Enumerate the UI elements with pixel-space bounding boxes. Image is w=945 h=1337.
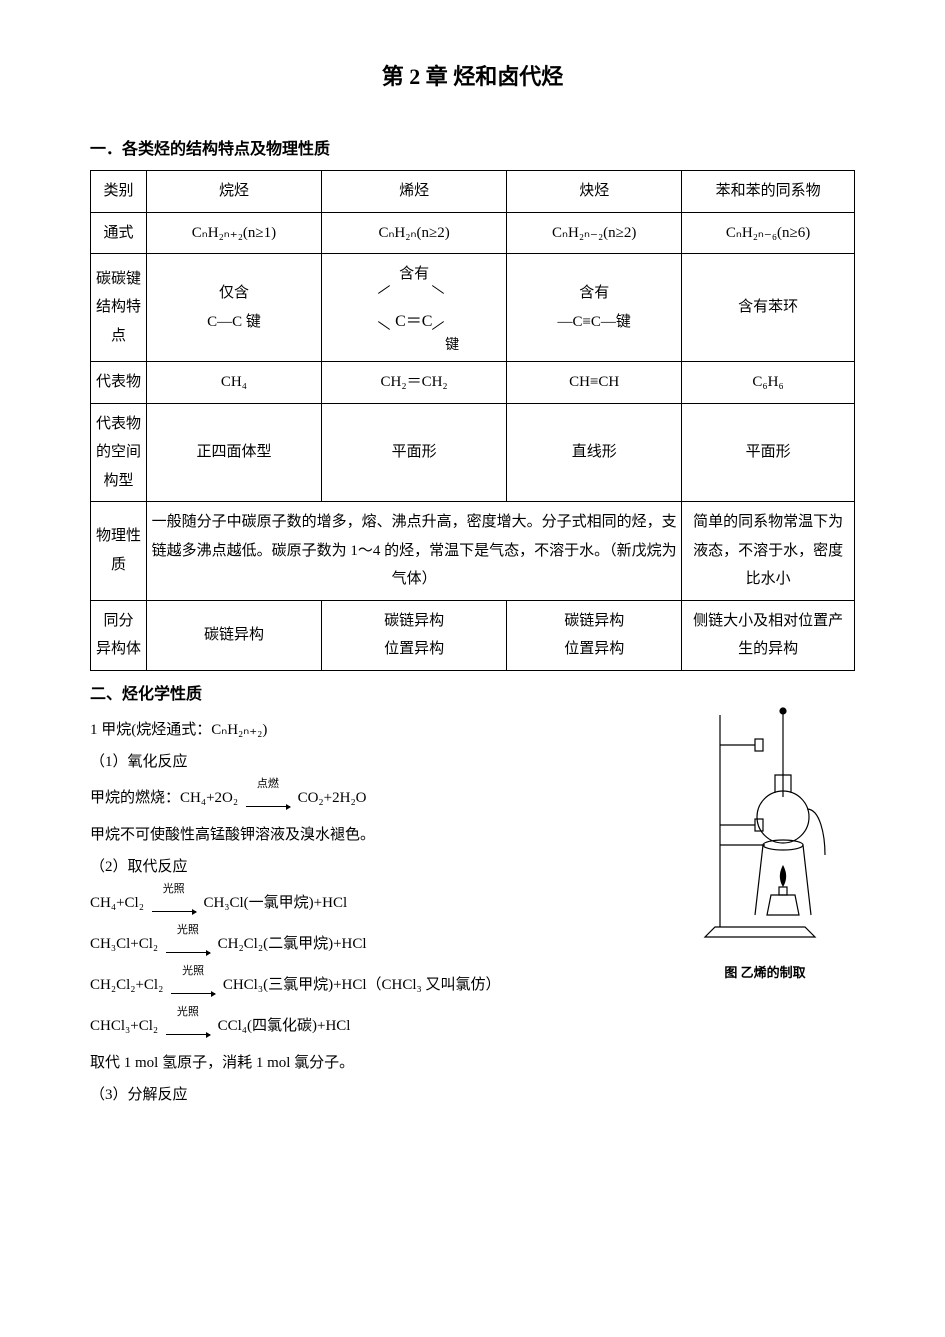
text: 含有 <box>326 260 502 289</box>
th-category: 类别 <box>91 171 147 213</box>
cell-isomer-alkane: 碳链异构 <box>147 600 322 670</box>
arrow-condition: 光照 <box>166 925 210 936</box>
cell-phys-arene: 简单的同系物常温下为液态，不溶于水，密度比水小 <box>682 502 855 601</box>
arrow-condition: 点燃 <box>246 779 290 790</box>
row-phys-label: 物理性质 <box>91 502 147 601</box>
text: C＝C <box>395 307 432 337</box>
text: 碳链异构 <box>384 613 444 629</box>
cell-isomer-alkyne: 碳链异构 位置异构 <box>507 600 682 670</box>
text: 位置异构 <box>564 641 624 657</box>
arrow-condition: 光照 <box>166 1007 210 1018</box>
table-row: 通式 CₙH₂ₙ₊₂(n≥1) CₙH₂ₙ(n≥2) CₙH₂ₙ₋₂(n≥2) … <box>91 212 855 254</box>
table-row: 类别 烷烃 烯烃 炔烃 苯和苯的同系物 <box>91 171 855 213</box>
row-bond-label: 碳碳键结构特点 <box>91 254 147 362</box>
cell-bond-alkene: 含有 C＝C 键 <box>321 254 506 362</box>
cell-isomer-arene: 侧链大小及相对位置产生的异构 <box>682 600 855 670</box>
arrow-condition: 光照 <box>152 884 196 895</box>
ethylene-apparatus-figure: 图 乙烯的制取 <box>675 705 855 986</box>
reaction-arrow: 光照 <box>166 1007 210 1046</box>
cell-bond-alkyne: 含有 —C≡C—键 <box>507 254 682 362</box>
cell-rep-alkane: CH₄ <box>147 362 322 404</box>
text: 键 <box>445 333 459 360</box>
text: CCl₄(四氯化碳)+HCl <box>218 1017 351 1033</box>
cell-rep-arene: C₆H₆ <box>682 362 855 404</box>
text: C—C 键 <box>207 314 261 330</box>
cell-general-arene: CₙH₂ₙ₋₆(n≥6) <box>682 212 855 254</box>
table-row: 同分 异构体 碳链异构 碳链异构 位置异构 碳链异构 位置异构 侧链大小及相对位… <box>91 600 855 670</box>
text: 仅含 <box>219 285 249 301</box>
double-bond-diagram: C＝C 键 <box>369 289 459 345</box>
text: 同分 <box>104 613 134 629</box>
text: CHCl₃+Cl₂ <box>90 1017 158 1033</box>
text: CH₃Cl(一氯甲烷)+HCl <box>203 894 347 910</box>
text: 甲烷的燃烧：CH₄+2O₂ <box>90 789 238 805</box>
text: 碳链异构 <box>564 613 624 629</box>
row-general-label: 通式 <box>91 212 147 254</box>
cell-geom-arene: 平面形 <box>682 403 855 502</box>
text-line: 取代 1 mol 氢原子，消耗 1 mol 氯分子。 <box>90 1048 855 1078</box>
hydrocarbon-table: 类别 烷烃 烯烃 炔烃 苯和苯的同系物 通式 CₙH₂ₙ₊₂(n≥1) CₙH₂… <box>90 170 855 671</box>
text: 位置异构 <box>384 641 444 657</box>
reaction-arrow: 光照 <box>171 966 215 1005</box>
text: 含有 <box>579 285 609 301</box>
cell-general-alkene: CₙH₂ₙ(n≥2) <box>321 212 506 254</box>
text: CO₂+2H₂O <box>298 789 367 805</box>
th-alkene: 烯烃 <box>321 171 506 213</box>
th-alkyne: 炔烃 <box>507 171 682 213</box>
equation-sub4: CHCl₃+Cl₂ 光照 CCl₄(四氯化碳)+HCl <box>90 1007 855 1046</box>
table-row: 物理性质 一般随分子中碳原子数的增多，熔、沸点升高，密度增大。分子式相同的烃，支… <box>91 502 855 601</box>
cell-general-alkane: CₙH₂ₙ₊₂(n≥1) <box>147 212 322 254</box>
reaction-arrow: 光照 <box>166 925 210 964</box>
cell-phys-main: 一般随分子中碳原子数的增多，熔、沸点升高，密度增大。分子式相同的烃，支链越多沸点… <box>147 502 682 601</box>
cell-general-alkyne: CₙH₂ₙ₋₂(n≥2) <box>507 212 682 254</box>
table-row: 碳碳键结构特点 仅含 C—C 键 含有 C＝C 键 含有 —C≡C—键 含有苯环 <box>91 254 855 362</box>
apparatus-icon <box>685 705 845 945</box>
text: CH₄+Cl₂ <box>90 894 144 910</box>
cell-geom-alkene: 平面形 <box>321 403 506 502</box>
text: 异构体 <box>96 641 141 657</box>
section-1-heading: 一．各类烃的结构特点及物理性质 <box>90 138 855 162</box>
figure-caption: 图 乙烯的制取 <box>675 960 855 986</box>
text: CHCl₃(三氯甲烷)+HCl（CHCl₃ 又叫氯仿） <box>223 976 501 992</box>
text-line: （3）分解反应 <box>90 1080 855 1110</box>
cell-geom-alkane: 正四面体型 <box>147 403 322 502</box>
cell-geom-alkyne: 直线形 <box>507 403 682 502</box>
row-isomer-label: 同分 异构体 <box>91 600 147 670</box>
cell-rep-alkene: CH₂＝CH₂ <box>321 362 506 404</box>
th-arene: 苯和苯的同系物 <box>682 171 855 213</box>
th-alkane: 烷烃 <box>147 171 322 213</box>
cell-isomer-alkene: 碳链异构 位置异构 <box>321 600 506 670</box>
text: CH₂Cl₂+Cl₂ <box>90 976 163 992</box>
cell-bond-arene: 含有苯环 <box>682 254 855 362</box>
row-geom-label: 代表物的空间构型 <box>91 403 147 502</box>
text: CH₂Cl₂(二氯甲烷)+HCl <box>218 935 367 951</box>
text: CH₃Cl+Cl₂ <box>90 935 158 951</box>
table-row: 代表物的空间构型 正四面体型 平面形 直线形 平面形 <box>91 403 855 502</box>
arrow-condition: 光照 <box>171 966 215 977</box>
table-row: 代表物 CH₄ CH₂＝CH₂ CH≡CH C₆H₆ <box>91 362 855 404</box>
cell-bond-alkane: 仅含 C—C 键 <box>147 254 322 362</box>
section-2-heading: 二、烃化学性质 <box>90 683 855 707</box>
section-2-body: 图 乙烯的制取 1 甲烷(烷烃通式：CₙH₂ₙ₊₂) （1）氧化反应 甲烷的燃烧… <box>90 715 855 1112</box>
row-rep-label: 代表物 <box>91 362 147 404</box>
chapter-title: 第 2 章 烃和卤代烃 <box>90 60 855 93</box>
cell-rep-alkyne: CH≡CH <box>507 362 682 404</box>
text: —C≡C—键 <box>557 314 630 330</box>
reaction-arrow: 光照 <box>152 884 196 923</box>
reaction-arrow: 点燃 <box>246 779 290 818</box>
